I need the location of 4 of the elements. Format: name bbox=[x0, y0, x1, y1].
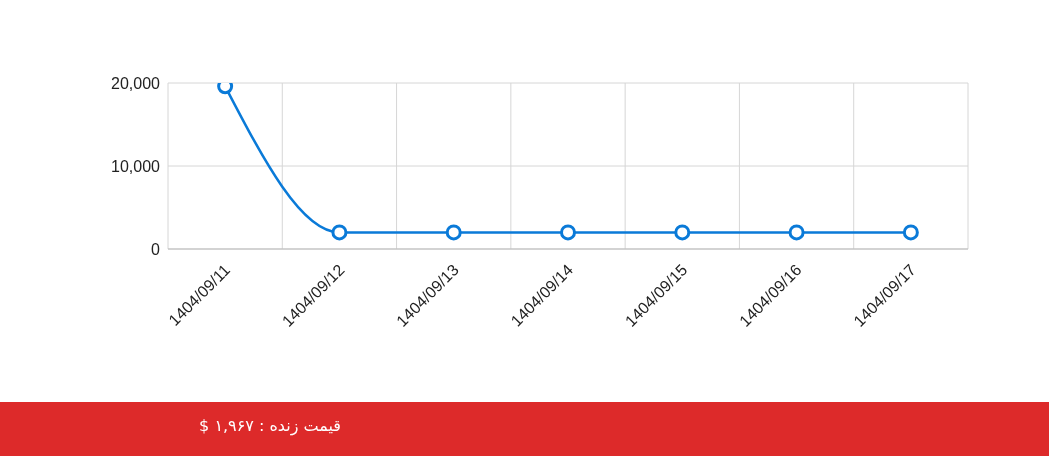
y-tick-label: 20,000 bbox=[111, 74, 161, 92]
text: قیمت زنده : ۱,۹۶۷ $ bbox=[198, 416, 342, 435]
y-tick-label: 10,000 bbox=[111, 157, 161, 175]
y-tick-label: 0 bbox=[151, 240, 161, 258]
